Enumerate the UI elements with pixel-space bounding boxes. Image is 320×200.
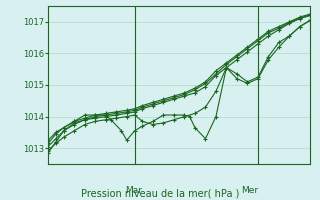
Text: Mer: Mer — [242, 186, 259, 195]
Text: Mar: Mar — [125, 186, 142, 195]
Text: Pression niveau de la mer( hPa ): Pression niveau de la mer( hPa ) — [81, 188, 239, 198]
